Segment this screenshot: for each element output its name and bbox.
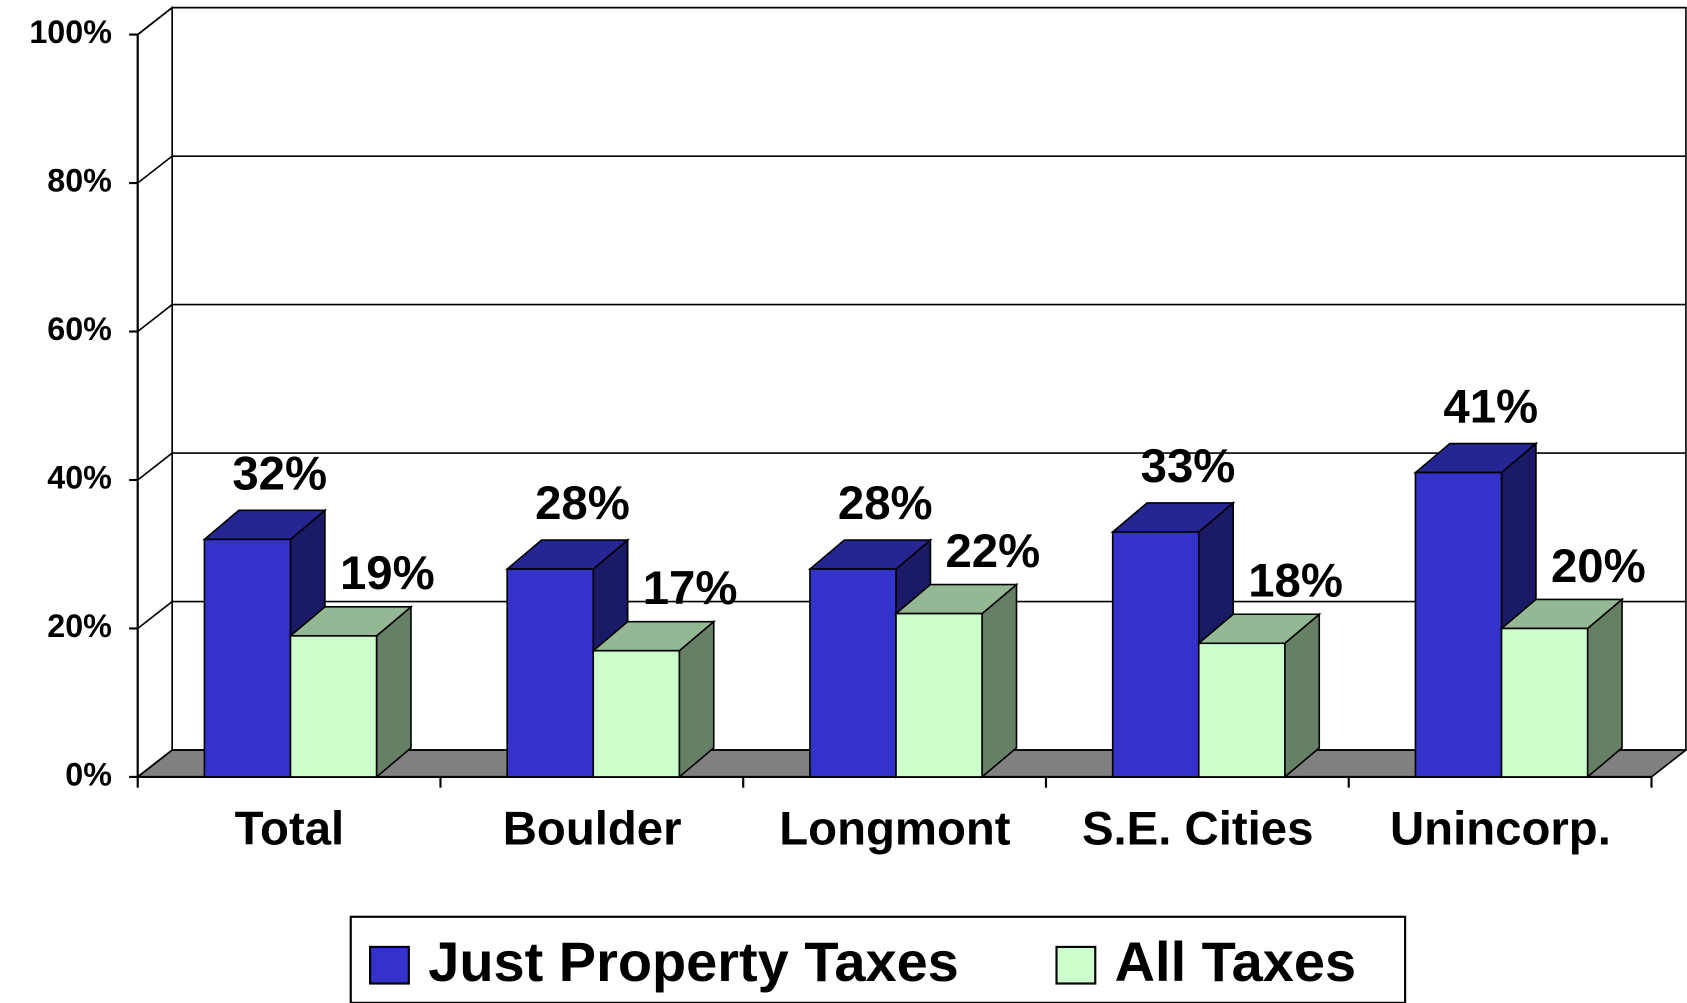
bar [591,619,716,779]
x-tick-label: Total [235,802,345,855]
bar-front [1111,531,1200,778]
bar [893,582,1019,779]
y-tick-label: 60% [47,311,112,347]
bar-front [1500,627,1589,778]
bar-front [1197,642,1286,778]
y-tick-label: 20% [47,608,112,644]
bar-front [506,568,595,778]
bar-front [289,635,378,778]
bar [1196,612,1322,779]
data-label: 17% [643,562,738,615]
y-tick-label: 100% [29,14,112,50]
x-tick-label: Longmont [779,802,1011,855]
data-label: 41% [1443,381,1538,434]
legend-label: Just Property Taxes [428,930,959,993]
y-tick-label: 0% [65,756,112,792]
data-label: 28% [535,477,630,530]
legend: Just Property Taxes All Taxes [349,915,1407,1003]
data-label: 18% [1248,555,1343,608]
legend-swatch [1055,945,1097,985]
bar-front [809,568,897,778]
bar [1499,597,1625,779]
x-tick-label: Unincorp. [1390,802,1611,855]
bar [288,605,414,779]
legend-swatch [369,945,410,985]
y-tick-label: 40% [47,460,112,496]
bar-side [981,582,1018,779]
bar-front [895,612,983,778]
bar-front [592,649,681,778]
y-tick-label: 80% [47,163,112,199]
data-label: 22% [945,525,1040,578]
data-label: 33% [1141,440,1236,493]
data-label: 19% [340,547,435,600]
bar-side [1586,597,1623,779]
grid-line [137,452,1686,481]
legend-box [349,915,1407,1003]
x-tick-label: S.E. Cities [1082,802,1313,855]
bar [504,538,630,779]
data-label: 20% [1551,540,1646,593]
grid-line [137,6,1686,36]
bar-front [1414,471,1503,778]
bar-front [203,538,292,778]
data-label: 28% [838,477,933,530]
x-tick-label: Boulder [503,802,682,855]
grid-line [137,155,1686,184]
grid-line [137,303,1686,333]
side-wall [136,6,173,779]
legend-label: All Taxes [1115,930,1356,993]
data-label: 32% [232,447,327,500]
